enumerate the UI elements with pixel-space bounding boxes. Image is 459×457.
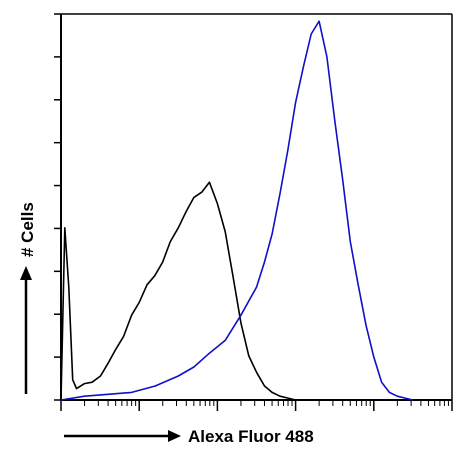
plot-area xyxy=(54,13,453,411)
y-axis-label-group: # Cells xyxy=(18,202,37,394)
x-axis-arrow-head xyxy=(168,430,181,442)
x-axis-label-group: Alexa Fluor 488 xyxy=(64,427,314,446)
x-axis-ticks xyxy=(60,400,453,411)
y-axis-arrow-head xyxy=(20,266,32,280)
y-axis-ticks xyxy=(54,13,61,401)
control-histogram-line xyxy=(60,181,296,401)
y-axis-label: # Cells xyxy=(18,202,37,257)
x-axis-label: Alexa Fluor 488 xyxy=(188,427,314,446)
stained-histogram-line xyxy=(60,20,414,401)
series-layer xyxy=(60,20,414,401)
